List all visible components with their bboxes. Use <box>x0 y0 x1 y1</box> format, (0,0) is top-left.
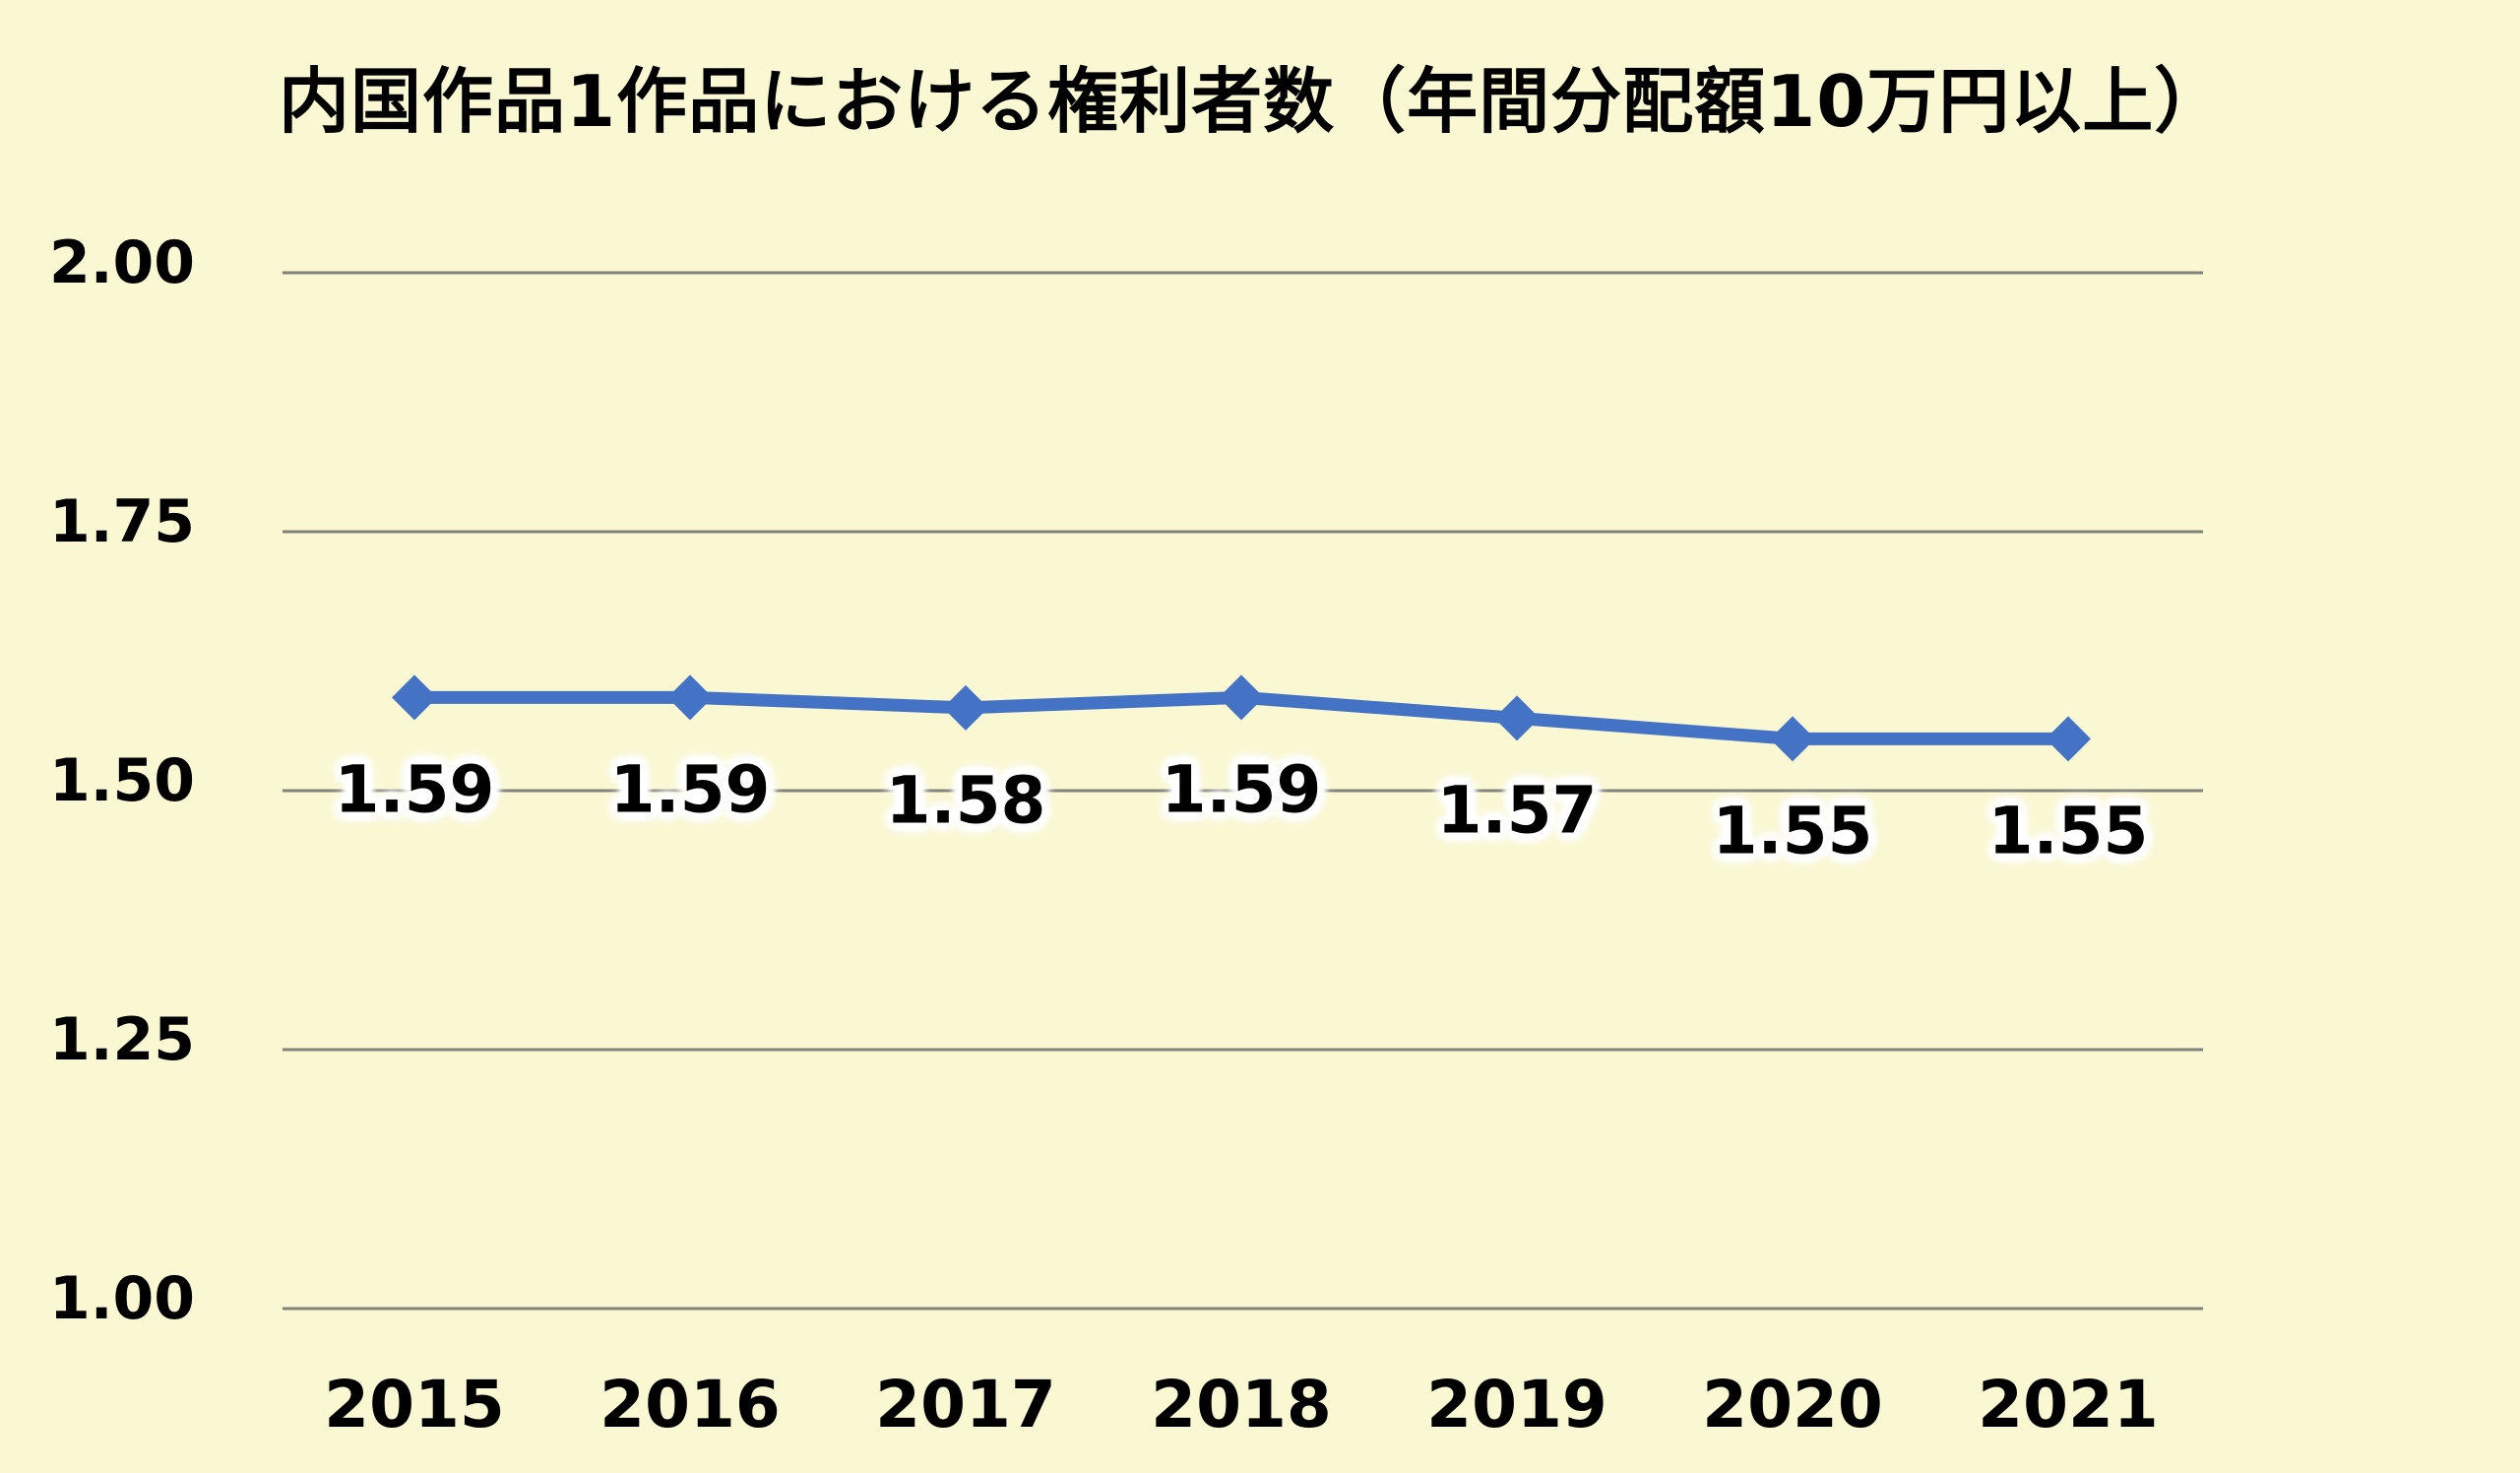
data-point-marker <box>943 684 988 731</box>
data-point-marker <box>667 674 713 721</box>
data-label: 1.59 <box>334 751 495 828</box>
data-point-marker <box>392 674 437 721</box>
x-axis-tick-label: 2021 <box>1978 1367 2159 1442</box>
data-point-marker <box>2046 716 2091 762</box>
y-axis-tick-label: 1.50 <box>48 746 195 815</box>
x-axis-tick-label: 2018 <box>1151 1367 1332 1442</box>
x-axis-tick-label: 2020 <box>1702 1367 1883 1442</box>
data-label: 1.55 <box>1987 793 2149 869</box>
data-point-marker <box>1219 674 1264 721</box>
x-axis-tick-label: 2019 <box>1426 1367 1607 1442</box>
y-axis-tick-label: 1.75 <box>48 487 195 556</box>
y-axis-tick-label: 1.00 <box>48 1264 195 1333</box>
y-axis-tick-label: 2.00 <box>48 228 195 297</box>
x-axis-tick-label: 2017 <box>875 1367 1056 1442</box>
data-label: 1.58 <box>885 762 1046 839</box>
data-label: 1.59 <box>1161 751 1322 828</box>
data-label: 1.57 <box>1436 772 1598 849</box>
data-point-marker <box>1770 716 1815 762</box>
x-axis-tick-label: 2015 <box>324 1367 505 1442</box>
y-axis-tick-label: 1.25 <box>48 1005 195 1074</box>
chart-title: 内国作品1作品における権利者数（年間分配額10万円以上） <box>279 60 2227 143</box>
data-label: 1.55 <box>1712 793 1873 869</box>
data-label: 1.59 <box>609 751 771 828</box>
x-axis-tick-label: 2016 <box>599 1367 781 1442</box>
data-point-marker <box>1494 695 1540 741</box>
